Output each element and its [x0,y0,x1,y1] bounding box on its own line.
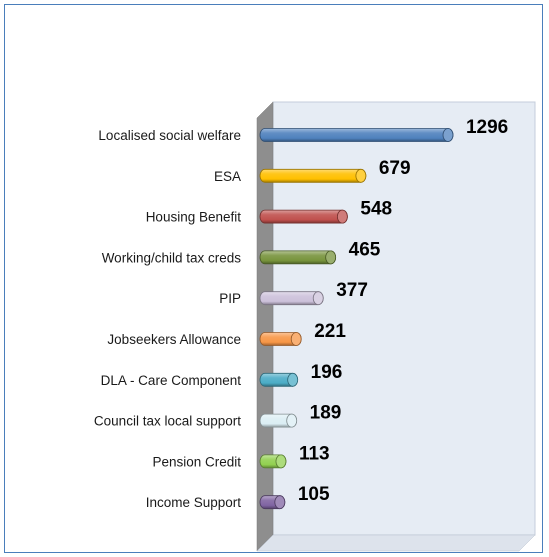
bars [259,128,454,510]
chart-frame: Localised social welfare ESA Housing Benef… [4,4,543,553]
category-label: DLA - Care Component [101,373,242,388]
value-label: 377 [336,280,368,301]
bar-body [259,209,348,224]
bar-end-cap [287,372,299,387]
bar-end-cap [286,413,298,428]
bar-chart: Localised social welfare ESA Housing Benef… [94,101,536,552]
bar [259,454,287,469]
value-labels: 1296 679 548 465 377 221 196 189 113 105 [298,117,508,505]
bar [259,413,298,428]
category-label: PIP [219,291,241,306]
category-label: ESA [214,169,241,184]
category-label: Localised social welfare [98,128,241,143]
bar [259,128,454,142]
category-label: Income Support [146,495,242,510]
bar [259,372,299,387]
category-labels: Localised social welfare ESA Housing Benef… [94,128,241,510]
value-label: 465 [349,239,381,260]
value-label: 105 [298,484,330,505]
value-label: 221 [314,321,346,342]
bar-end-cap [355,168,367,183]
bar-end-cap [290,332,302,346]
value-label: 548 [360,199,392,220]
bar-body [259,250,337,265]
plot-floor [256,534,536,552]
value-label: 1296 [466,117,508,138]
bar-end-cap [275,454,287,469]
bar [259,168,367,183]
value-label: 196 [311,362,343,383]
category-label: Council tax local support [94,414,241,429]
category-label: Housing Benefit [146,210,242,225]
bar-end-cap [312,291,324,306]
bar-end-cap [442,128,454,142]
value-label: 679 [379,158,411,179]
category-label: Pension Credit [152,454,241,469]
category-label: Working/child tax creds [102,250,242,265]
category-label: Jobseekers Allowance [107,332,241,347]
bar-end-cap [325,250,337,265]
bar [259,332,302,346]
bar [259,495,286,510]
bar [259,209,348,224]
value-label: 189 [310,403,342,424]
bar [259,250,337,265]
bar-body [259,168,367,183]
bar-end-cap [336,209,348,224]
bar [259,291,324,306]
value-label: 113 [299,443,330,464]
bar-body [259,128,454,142]
bar-end-cap [274,495,286,510]
